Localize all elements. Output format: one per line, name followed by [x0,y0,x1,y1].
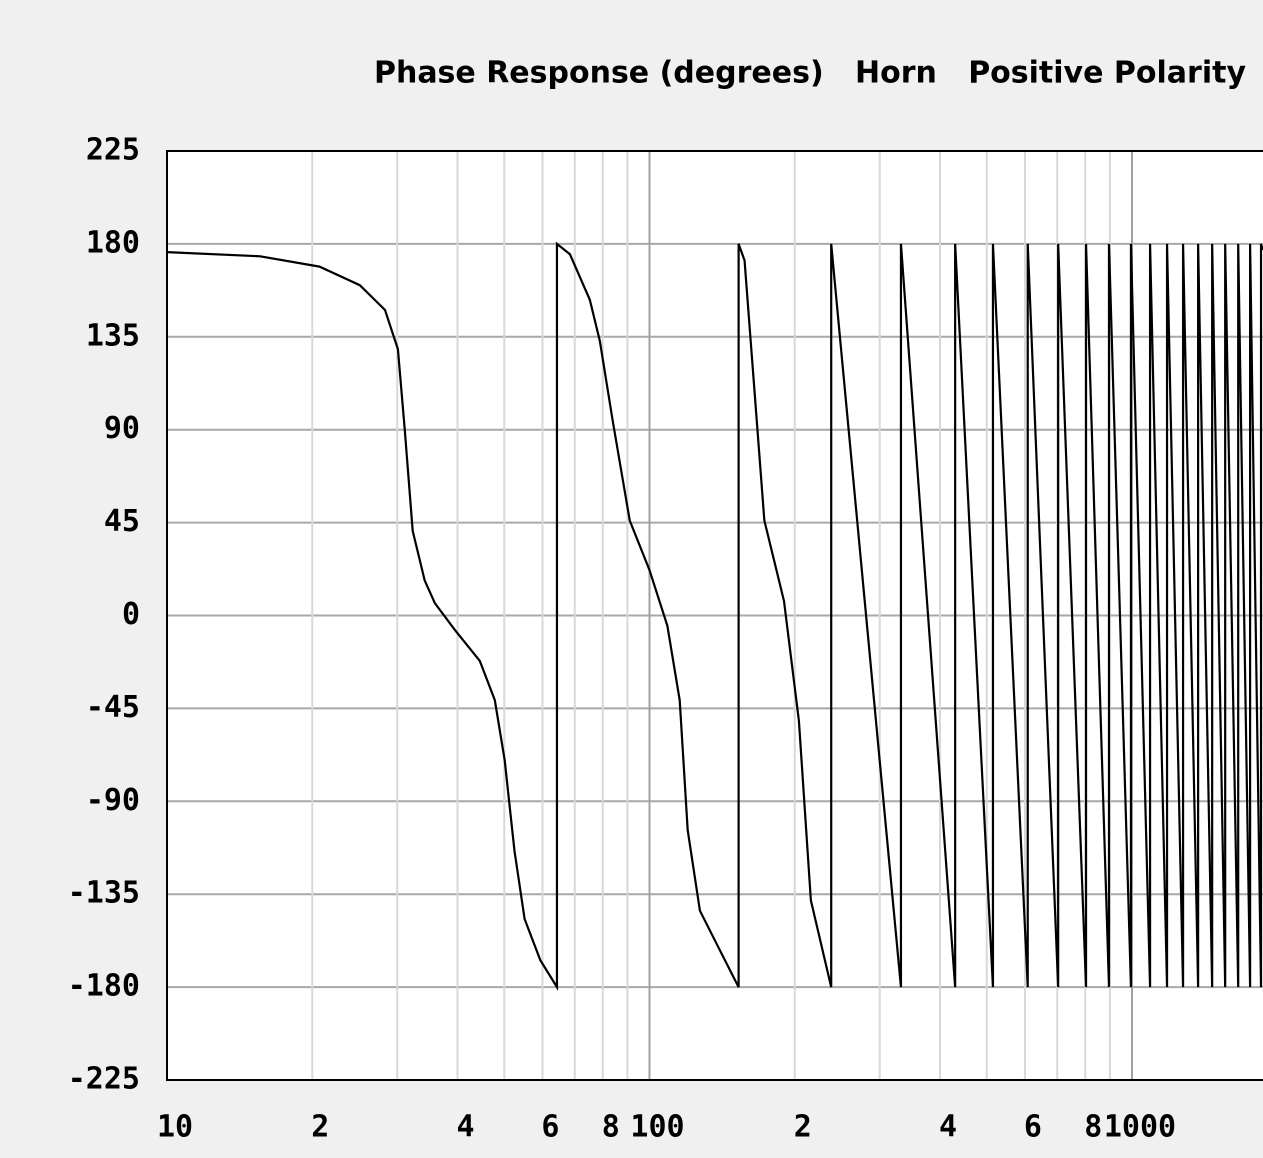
x-tick-label: 8 [602,1110,620,1145]
phase-line [166,241,1263,991]
x-tick-label: 4 [456,1110,474,1145]
y-tick-label: -135 [68,876,140,911]
x-tick-label: 100 [630,1110,684,1145]
x-tick-label: 2 [311,1110,329,1145]
y-tick-label: -225 [68,1062,140,1097]
x-tick-label: 6 [1024,1110,1042,1145]
chart-title: Phase Response (degrees) Horn Positive P… [374,56,1246,91]
y-tick-label: -45 [86,690,140,725]
x-tick-label: 10 [157,1110,193,1145]
marks [166,241,1263,991]
x-tick-label: 1000 [1104,1110,1176,1145]
y-tick-label: 0 [122,597,140,632]
x-tick-label: 4 [939,1110,957,1145]
y-tick-label: -90 [86,783,140,818]
y-tick-label: 90 [104,411,140,446]
y-tick-label: 225 [86,133,140,168]
plot-frame [166,150,1263,1081]
x-tick-label: 6 [541,1110,559,1145]
y-tick-label: -180 [68,969,140,1004]
x-tick-label: 2 [794,1110,812,1145]
y-tick-label: 135 [86,318,140,353]
y-tick-label: 180 [86,225,140,260]
x-tick-label: 8 [1084,1110,1102,1145]
y-tick-label: 45 [104,504,140,539]
